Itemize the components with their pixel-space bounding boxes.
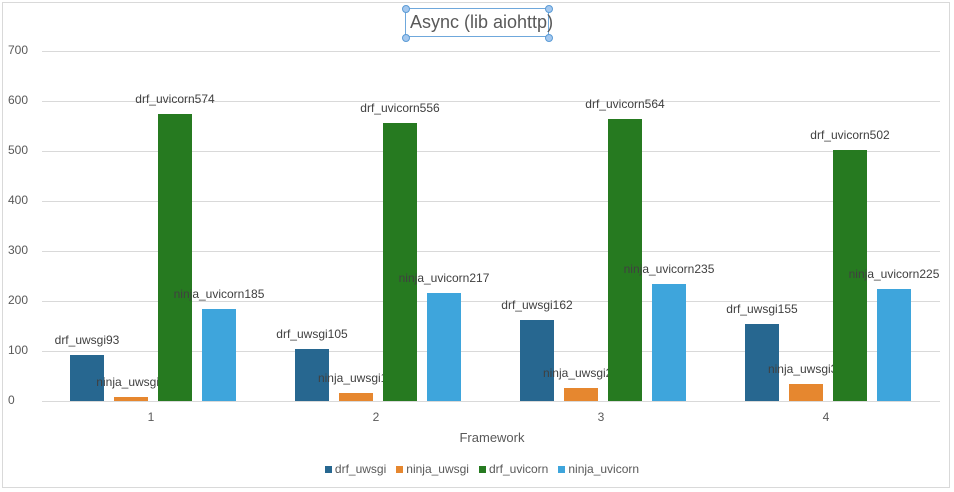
bar-ninja_uvicorn[interactable] <box>877 288 911 401</box>
gridline <box>42 51 940 52</box>
legend-item-drf_uwsgi[interactable]: drf_uwsgi <box>324 462 387 476</box>
data-label: ninja_uwsgi26 <box>542 366 620 380</box>
legend-label: ninja_uwsgi <box>406 462 469 476</box>
bar-ninja_uwsgi[interactable] <box>114 396 148 401</box>
gridline <box>42 151 940 152</box>
gridline <box>42 351 940 352</box>
x-tick-label: 1 <box>147 410 155 424</box>
bar-ninja_uvicorn[interactable] <box>427 292 461 401</box>
legend-swatch <box>324 465 332 473</box>
gridline <box>42 301 940 302</box>
legend-item-ninja_uwsgi[interactable]: ninja_uwsgi <box>396 462 469 476</box>
bar-drf_uwsgi[interactable] <box>745 323 779 401</box>
data-label: drf_uvicorn556 <box>360 101 440 115</box>
data-label: ninja_uwsgi34 <box>767 362 845 376</box>
gridline <box>42 101 940 102</box>
bar-drf_uvicorn[interactable] <box>383 123 417 401</box>
legend-swatch <box>478 465 486 473</box>
chart-title[interactable]: Async (lib aiohttp) <box>405 8 553 37</box>
resize-handle-tl[interactable] <box>402 5 410 13</box>
data-label: drf_uvicorn564 <box>585 97 665 111</box>
bar-drf_uvicorn[interactable] <box>158 114 192 401</box>
data-label: drf_uvicorn502 <box>810 128 890 142</box>
bar-drf_uwsgi[interactable] <box>70 354 104 401</box>
legend-item-ninja_uvicorn[interactable]: ninja_uvicorn <box>558 462 639 476</box>
bar-ninja_uwsgi[interactable] <box>789 384 823 401</box>
data-label: drf_uwsgi155 <box>726 301 798 316</box>
x-axis-title: Framework <box>459 430 525 445</box>
data-label: ninja_uvicorn225 <box>848 266 940 281</box>
bar-ninja_uvicorn[interactable] <box>202 308 236 401</box>
y-tick-label: 400 <box>8 193 29 207</box>
legend-swatch <box>558 465 566 473</box>
y-tick-label: 700 <box>8 43 29 57</box>
data-label: ninja_uwsgi9 <box>96 374 166 389</box>
resize-handle-br[interactable] <box>545 34 553 42</box>
bar-ninja_uvicorn[interactable] <box>652 283 686 401</box>
bar-drf_uvicorn[interactable] <box>833 150 867 401</box>
y-tick-label: 0 <box>8 393 15 407</box>
data-label: drf_uwsgi105 <box>276 326 348 341</box>
legend-label: ninja_uvicorn <box>568 462 640 476</box>
bar-ninja_uwsgi[interactable] <box>339 392 373 401</box>
legend-label: drf_uwsgi <box>334 462 387 476</box>
bar-drf_uwsgi[interactable] <box>520 320 554 401</box>
gridline <box>42 251 940 252</box>
bar-drf_uvicorn[interactable] <box>608 119 642 401</box>
legend-item-drf_uvicorn[interactable]: drf_uvicorn <box>478 462 549 476</box>
data-label: ninja_uwsgi17 <box>317 370 395 385</box>
data-label: ninja_uvicorn185 <box>173 286 265 301</box>
gridline <box>42 201 940 202</box>
y-tick-label: 300 <box>8 243 29 257</box>
x-tick-label: 3 <box>597 410 605 424</box>
y-tick-label: 600 <box>8 93 29 107</box>
y-tick-label: 100 <box>8 343 29 357</box>
y-tick-label: 500 <box>8 143 29 157</box>
data-label: ninja_uvicorn235 <box>623 261 715 276</box>
data-label: drf_uwsgi162 <box>501 298 573 312</box>
gridline <box>42 401 940 402</box>
resize-handle-bl[interactable] <box>402 34 410 42</box>
legend: drf_uwsgi ninja_uwsgi drf_uvicorn ninja_uvi… <box>0 462 954 476</box>
x-tick-label: 2 <box>372 410 380 424</box>
resize-handle-tr[interactable] <box>545 5 553 13</box>
bar-ninja_uwsgi[interactable] <box>564 388 598 401</box>
x-tick-label: 4 <box>822 410 830 424</box>
data-label: drf_uwsgi93 <box>54 332 120 347</box>
legend-label: drf_uvicorn <box>488 462 549 476</box>
bar-drf_uwsgi[interactable] <box>295 348 329 401</box>
data-label: drf_uvicorn574 <box>135 92 215 106</box>
y-tick-label: 200 <box>8 293 29 307</box>
legend-swatch <box>396 465 404 473</box>
data-label: ninja_uvicorn217 <box>398 270 490 285</box>
